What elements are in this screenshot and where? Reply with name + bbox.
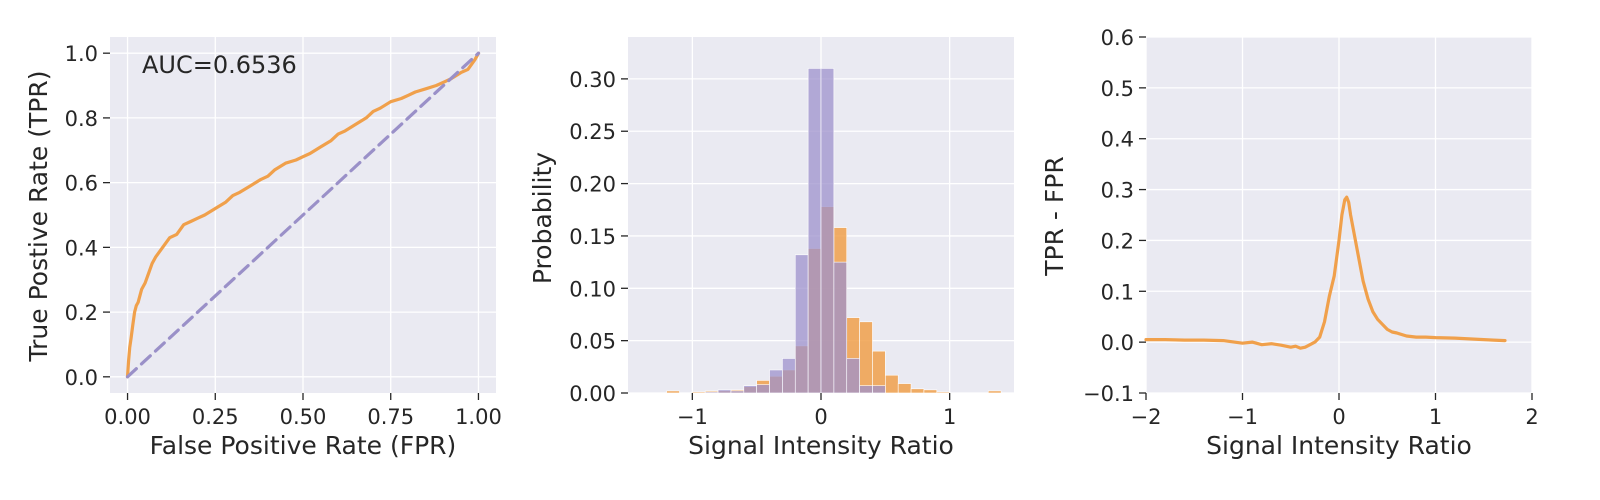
histogram-bar	[769, 369, 783, 394]
y-tick-label: 0.2	[65, 301, 98, 325]
histogram-bar	[885, 374, 899, 394]
y-tick-label: 0.4	[1101, 128, 1134, 152]
histogram-bar	[910, 388, 925, 394]
histogram-bar	[692, 391, 706, 394]
x-tick-label: 0	[1332, 405, 1345, 429]
histogram-bar	[872, 385, 886, 394]
y-tick-label: 0.20	[569, 173, 616, 197]
auc-annotation: AUC=0.6536	[142, 51, 297, 79]
x-axis-label: False Positive Rate (FPR)	[150, 431, 457, 460]
histogram-bar	[756, 384, 770, 394]
y-tick-label: 0.0	[65, 366, 98, 390]
x-tick-label: −1	[677, 405, 708, 429]
histogram-bar	[846, 358, 860, 394]
y-tick-label: 0.00	[569, 382, 616, 406]
series-group	[125, 51, 481, 379]
histogram-bar	[743, 385, 757, 394]
y-axis-label: True Postive Rate (TPR)	[24, 71, 53, 363]
histogram-bar	[923, 389, 938, 394]
x-tick-label: 1	[943, 405, 956, 429]
series-group	[1144, 195, 1507, 350]
x-tick-label: −2	[1131, 405, 1162, 429]
histogram-bar	[833, 261, 848, 394]
histogram-bar	[666, 390, 680, 394]
y-tick-label: −0.1	[1083, 382, 1134, 406]
y-tick-label: 1.0	[65, 42, 98, 66]
y-tick-label: 0.5	[1101, 77, 1134, 101]
ticks: 0.00 0.25 0.50 0.75 1.00 0.0 0.2 0.4 0.6 0.8 1.0	[65, 42, 502, 429]
ticks: −1 0 1 0.00 0.05 0.10 0.15 0.20 0.25 0.30	[569, 68, 956, 429]
y-tick-label: 0.4	[65, 236, 98, 260]
y-tick-label: 0.6	[1101, 26, 1134, 50]
x-tick-label: 0.25	[192, 405, 239, 429]
series-group	[666, 68, 1002, 394]
x-tick-label: 0	[814, 405, 827, 429]
y-tick-label: 0.2	[1101, 229, 1134, 253]
x-tick-label: 1.00	[455, 405, 502, 429]
histogram-panel: −1 0 1 0.00 0.05 0.10 0.15 0.20 0.25 0.30 Signal …	[528, 37, 1014, 460]
y-tick-label: 0.6	[65, 172, 98, 196]
ticks: −2 −1 0 1 2 −0.1 0.0 0.1 0.2 0.3 0.4 0.5 0.6	[1083, 26, 1539, 429]
y-tick-label: 0.25	[569, 120, 616, 144]
y-tick-label: 0.05	[569, 330, 616, 354]
y-tick-label: 0.1	[1101, 280, 1134, 304]
x-tick-label: 1	[1429, 405, 1442, 429]
histogram-bar	[859, 321, 873, 394]
histogram-bar	[820, 68, 835, 394]
x-tick-label: −1	[1227, 405, 1258, 429]
y-tick-label: 0.30	[569, 68, 616, 92]
y-axis-label: TPR - FPR	[1040, 156, 1069, 276]
x-tick-label: 2	[1525, 405, 1538, 429]
x-tick-label: 0.00	[104, 405, 151, 429]
histogram-bar	[897, 383, 912, 394]
tpr-fpr-panel: −2 −1 0 1 2 −0.1 0.0 0.1 0.2 0.3 0.4 0.5 0.6 Signal …	[1040, 26, 1539, 460]
chance-diagonal-line	[125, 51, 481, 379]
x-axis-label: Signal Intensity Ratio	[688, 431, 954, 460]
histogram-bar	[704, 391, 719, 394]
histogram-bar	[782, 358, 796, 394]
histogram-bar	[717, 389, 732, 394]
y-tick-label: 0.0	[1101, 331, 1134, 355]
x-tick-label: 0.50	[280, 405, 327, 429]
series-line	[125, 51, 481, 379]
histogram-bar	[936, 391, 950, 394]
roc-panel: 0.00 0.25 0.50 0.75 1.00 0.0 0.2 0.4 0.6 0.8 1.0 A…	[24, 37, 502, 460]
histogram-bar	[859, 385, 873, 394]
x-tick-label: 0.75	[367, 405, 414, 429]
y-tick-label: 0.8	[65, 107, 98, 131]
series-line	[1144, 195, 1507, 350]
histogram-bar	[794, 254, 809, 394]
y-tick-label: 0.15	[569, 225, 616, 249]
histogram-bar	[730, 390, 745, 394]
y-axis-label: Probability	[528, 152, 557, 284]
histogram-bar	[807, 68, 822, 394]
y-tick-label: 0.10	[569, 277, 616, 301]
x-axis-label: Signal Intensity Ratio	[1206, 431, 1472, 460]
y-tick-label: 0.3	[1101, 179, 1134, 203]
histogram-bar	[987, 390, 1002, 394]
